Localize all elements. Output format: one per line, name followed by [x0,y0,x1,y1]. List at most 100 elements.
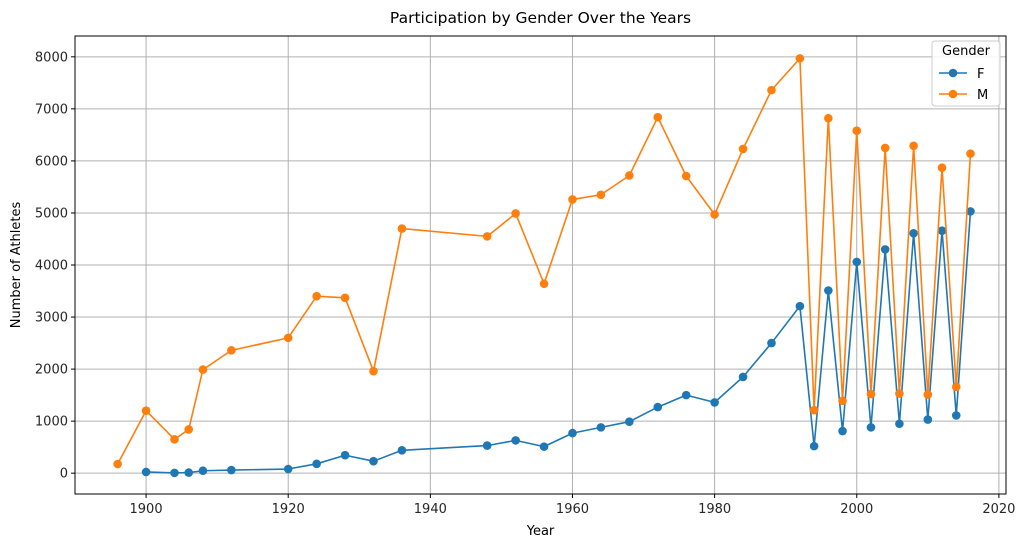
data-point [397,224,407,233]
data-point [625,171,634,180]
data-point [596,190,606,200]
data-point [283,464,293,474]
data-point [966,207,975,216]
data-point [312,291,321,301]
x-tick-label: 1900 [130,502,163,517]
data-point [511,209,520,218]
data-point [482,232,492,241]
data-point [625,417,634,426]
y-tick-label: 2000 [35,363,68,378]
legend-label: M [977,88,988,103]
data-point [681,171,691,181]
data-point [184,468,194,477]
x-tick-label: 1980 [698,502,731,517]
x-axis-label: Year [526,524,555,539]
legend-entry-f: F [939,67,984,82]
y-tick-label: 0 [60,467,68,482]
data-point [909,141,918,151]
data-point [738,372,748,382]
data-point [895,419,904,429]
legend-title: Gender [942,44,991,59]
data-point [283,333,293,343]
data-point [340,450,350,460]
legend-label: F [977,67,984,82]
data-point [710,210,719,219]
data-point [866,389,876,399]
data-point [880,245,890,254]
data-point [141,406,151,416]
data-point [170,435,179,444]
data-point [312,459,321,469]
data-point [809,405,819,415]
data-point [198,466,208,476]
data-point [653,402,663,412]
chart-title: Participation by Gender Over the Years [390,9,691,27]
data-point [198,365,208,374]
x-tick-label: 1920 [272,502,305,517]
data-point [824,286,833,295]
data-point [482,441,492,450]
data-point [880,143,890,153]
data-point [951,382,961,392]
data-point [895,389,904,398]
series-layer [113,54,975,478]
data-point [838,426,847,436]
y-tick-label: 7000 [35,102,68,117]
data-point [113,459,122,469]
x-tick-label: 1960 [556,502,589,517]
data-point [795,54,805,63]
y-tick-label: 3000 [35,311,68,326]
data-point [539,279,549,289]
data-point [568,428,577,438]
data-point [809,441,819,451]
data-point [738,144,748,154]
data-point [653,112,663,122]
data-point [681,390,691,400]
data-point [937,163,947,172]
y-tick-label: 6000 [35,154,68,169]
data-point [937,226,947,235]
series-m [113,54,975,469]
data-point [767,338,776,348]
data-point [710,398,719,407]
legend-marker [948,68,958,78]
y-tick-label: 1000 [35,415,68,430]
y-tick-label: 5000 [35,206,68,221]
x-tick-label: 1940 [414,502,447,517]
data-point [227,465,236,475]
data-point [866,423,876,432]
data-point [909,228,918,238]
data-point [397,445,407,455]
series-f [141,207,975,478]
data-point [838,396,847,406]
series-line-f [146,211,972,474]
data-point [767,85,776,95]
data-point [141,467,151,477]
data-point [923,415,933,424]
data-point [596,423,606,432]
legend-marker [948,89,958,99]
data-point [511,436,520,445]
data-point [852,257,862,267]
y-tick-label: 8000 [35,50,68,65]
data-point [951,411,961,420]
legend-entries: FM [939,67,988,103]
data-point [539,442,549,451]
data-point [340,293,350,303]
data-point [170,468,179,478]
y-tick-label: 4000 [35,259,68,274]
y-axis-label: Number of Athletes [9,202,24,329]
data-point [966,149,975,158]
data-point [852,126,862,136]
legend-entry-m: M [939,88,988,103]
data-point [923,390,933,399]
legend: Gender FM [931,40,1001,107]
data-point [227,346,236,355]
data-point [184,425,194,434]
x-tick-label: 2020 [982,502,1015,517]
data-point [369,456,378,466]
data-point [824,113,833,123]
data-point [369,366,378,376]
